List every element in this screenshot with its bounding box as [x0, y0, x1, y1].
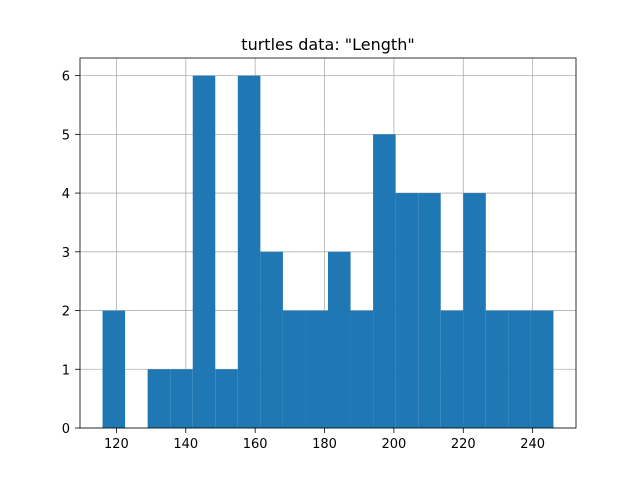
y-tick-label-2: 2: [62, 305, 70, 320]
histogram-bar-13: [395, 193, 419, 428]
x-tick-label-2: 160: [243, 437, 268, 452]
y-tick-label-0: 0: [62, 422, 70, 437]
y-tick-label-4: 4: [62, 187, 70, 202]
axes-layer: 120 140 160 180 200 220 240 0 1 2 3 4 5 6: [62, 57, 577, 452]
histogram-bar-2: [147, 369, 171, 428]
x-tick-label-1: 140: [173, 437, 198, 452]
axes-frame: [79, 57, 577, 429]
histogram-bar-10: [328, 251, 351, 428]
histogram-bar-16: [463, 193, 486, 428]
bars-layer: [102, 75, 554, 428]
histogram-bar-11: [350, 310, 374, 428]
x-tick-label-0: 120: [104, 437, 129, 452]
histogram-bar-0: [102, 310, 126, 428]
chart-title: turtles data: "Length": [241, 35, 414, 54]
histogram-bar-7: [260, 251, 283, 428]
y-tick-label-1: 1: [62, 363, 70, 378]
histogram-bar-18: [508, 310, 531, 428]
histogram-bar-6: [237, 75, 261, 428]
histogram-bar-8: [282, 310, 306, 428]
histogram-bar-12: [373, 134, 396, 428]
histogram-bar-17: [485, 310, 509, 428]
histogram-bar-3: [170, 369, 193, 428]
x-tick-label-3: 180: [312, 437, 337, 452]
histogram-bar-5: [215, 369, 238, 428]
x-tick-label-6: 240: [520, 437, 545, 452]
histogram-bar-9: [305, 310, 328, 428]
x-tick-label-5: 220: [451, 437, 476, 452]
y-tick-label-3: 3: [62, 246, 70, 261]
histogram-bar-14: [418, 193, 441, 428]
histogram-bar-4: [192, 75, 216, 428]
y-tick-label-5: 5: [62, 128, 70, 143]
y-tick-label-6: 6: [62, 70, 70, 85]
histogram-bar-15: [440, 310, 464, 428]
x-tick-label-4: 200: [381, 437, 406, 452]
histogram-bar-19: [530, 310, 554, 428]
